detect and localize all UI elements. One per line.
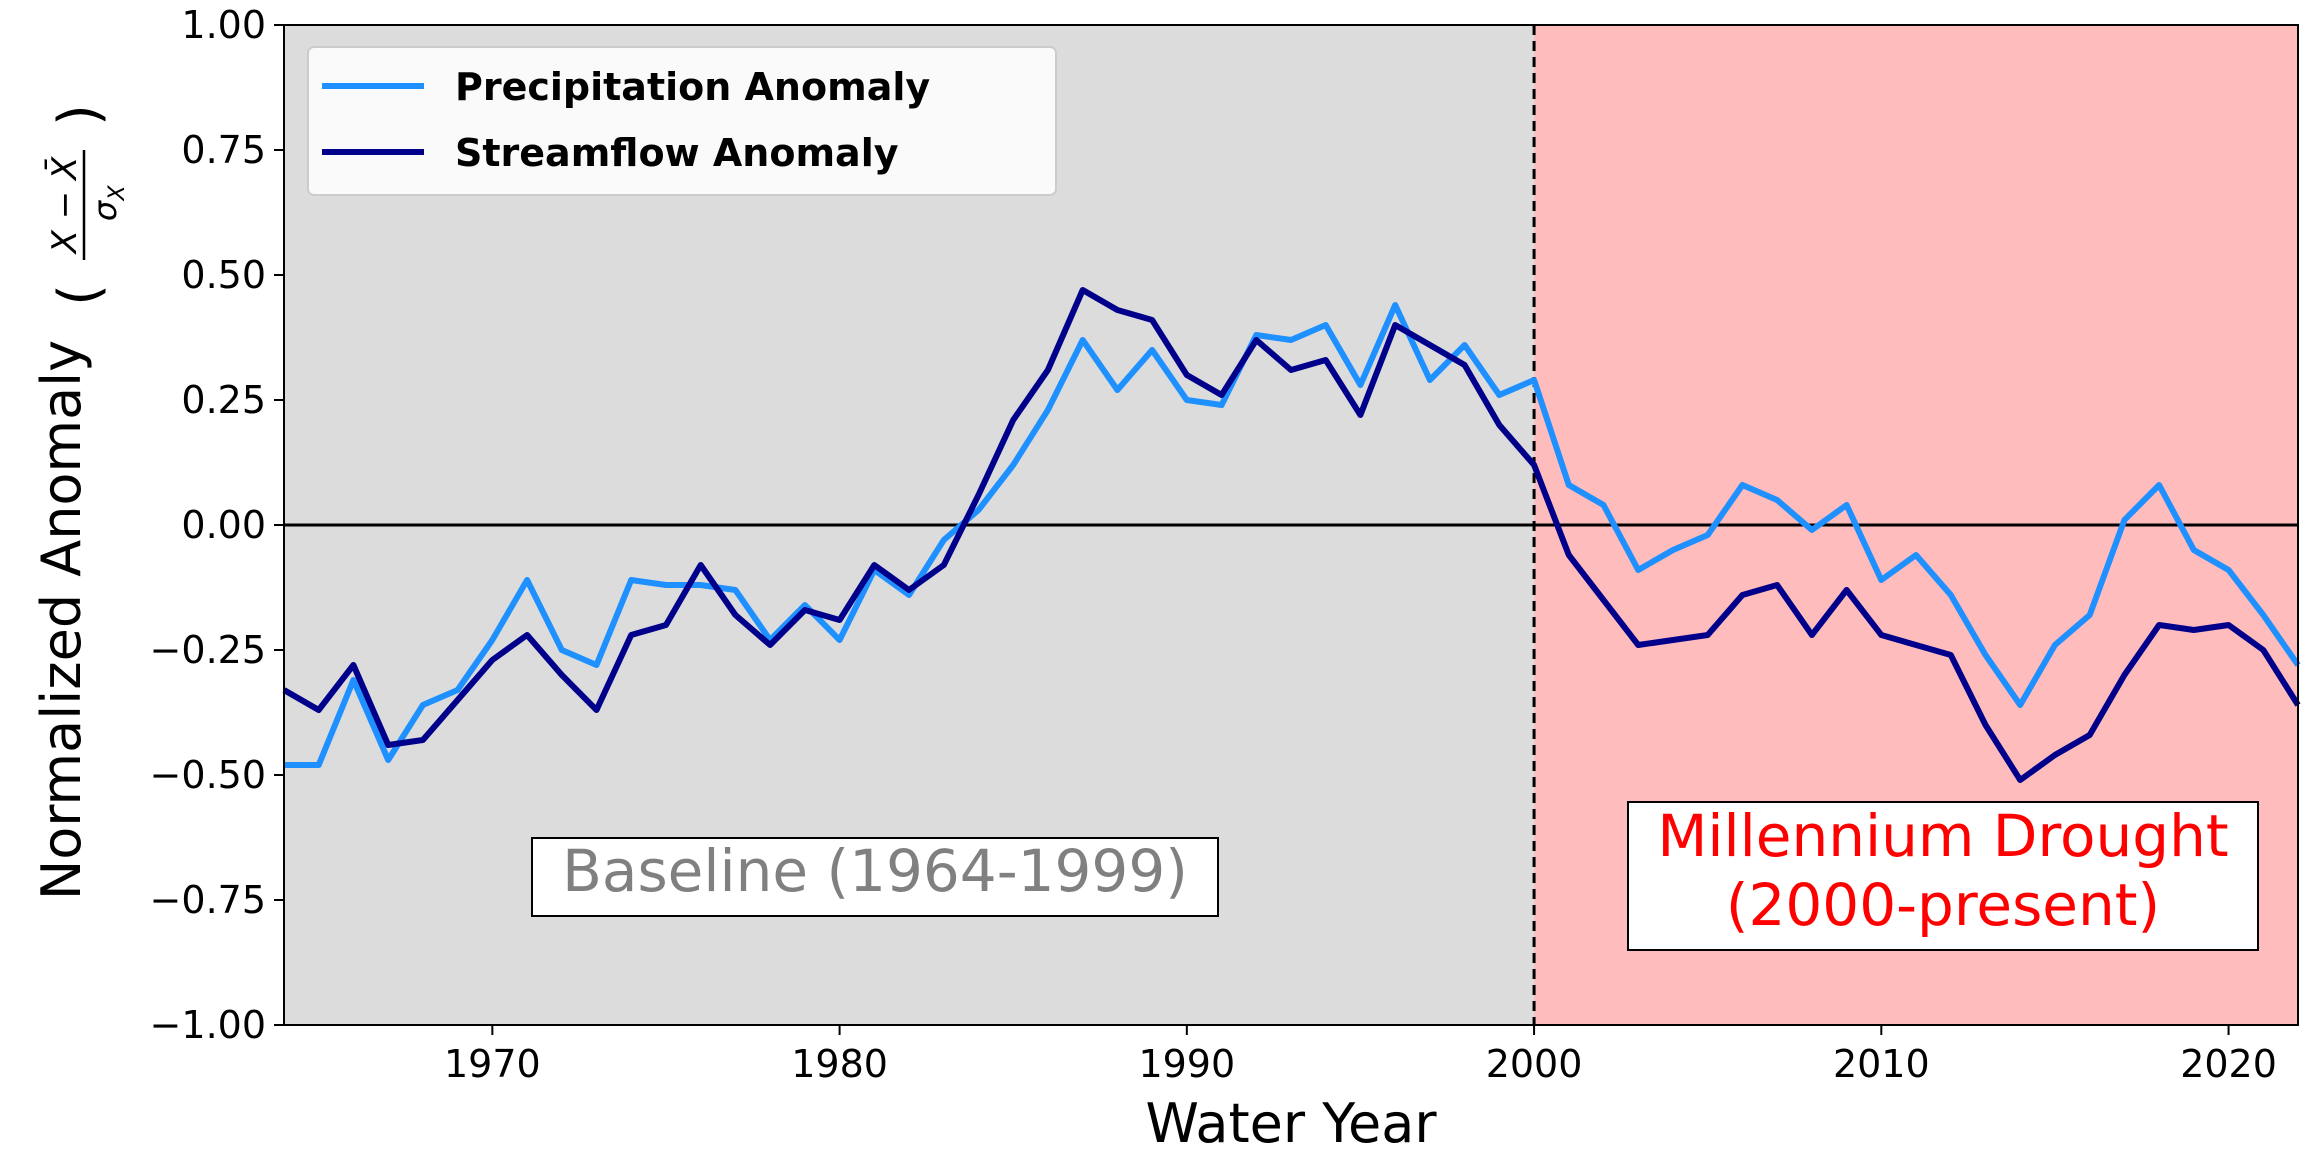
y-tick-label: 0.75 [181, 128, 266, 172]
series-line-precipitation [284, 302, 2301, 768]
y-tick-label: 1.00 [181, 3, 266, 47]
y-tick-label: −0.50 [150, 753, 266, 797]
data-series [282, 287, 2301, 783]
formula-numerator: X − X̄ [44, 156, 85, 255]
drought-annotation-box [1627, 801, 2259, 951]
legend-label-precipitation: Precipitation Anomaly [455, 65, 930, 109]
formula-open-paren: ( [47, 284, 112, 306]
series-line-streamflow [282, 287, 2301, 783]
y-tick-label: 0.50 [181, 253, 266, 297]
baseline-annotation-text: Baseline (1964-1999) [562, 837, 1188, 905]
y-tick-label: 0.25 [181, 378, 266, 422]
baseline-annotation-box [531, 837, 1219, 917]
x-tick-label: 2020 [2180, 1042, 2277, 1086]
y-tick-label: −0.75 [150, 878, 266, 922]
drought-annotation: Millennium Drought (2000-present) [1627, 801, 2259, 951]
x-axis-title: Water Year [1145, 1092, 1437, 1152]
x-tick-label: 1980 [791, 1042, 888, 1086]
x-tick-label: 1970 [444, 1042, 541, 1086]
formula-denominator: σ [86, 199, 124, 221]
y-axis-title-group: Normalized Anomaly ( X − X̄ σX) [30, 104, 130, 900]
formula-close-paren: ) [47, 104, 112, 126]
x-axis: 1970 1980 1990 2000 2010 2020 [444, 1025, 2277, 1086]
y-axis-formula: ( X − X̄ σX) [44, 104, 130, 306]
legend-label-streamflow: Streamflow Anomaly [455, 131, 899, 175]
formula-subscript: X [105, 185, 130, 202]
legend-box [307, 46, 1057, 196]
y-axis: 1.00 0.75 0.50 0.25 0.00 −0.25 −0.50 −0.75 −1.00 [150, 3, 284, 1047]
baseline-annotation: Baseline (1964-1999) [531, 837, 1219, 917]
y-tick-label: 0.00 [181, 503, 266, 547]
x-tick-label: 2000 [1486, 1042, 1583, 1086]
x-tick-label: 2010 [1833, 1042, 1930, 1086]
drought-annotation-line-2: (2000-present) [1726, 871, 2160, 939]
drought-annotation-line-1: Millennium Drought [1657, 802, 2228, 870]
y-tick-label: −0.25 [150, 628, 266, 672]
reference-lines [284, 25, 2298, 1025]
legend: Precipitation Anomaly Streamflow Anomaly [307, 46, 1057, 196]
y-tick-label: −1.00 [150, 1003, 266, 1047]
x-tick-label: 1990 [1138, 1042, 1235, 1086]
y-axis-title: Normalized Anomaly [30, 340, 93, 900]
